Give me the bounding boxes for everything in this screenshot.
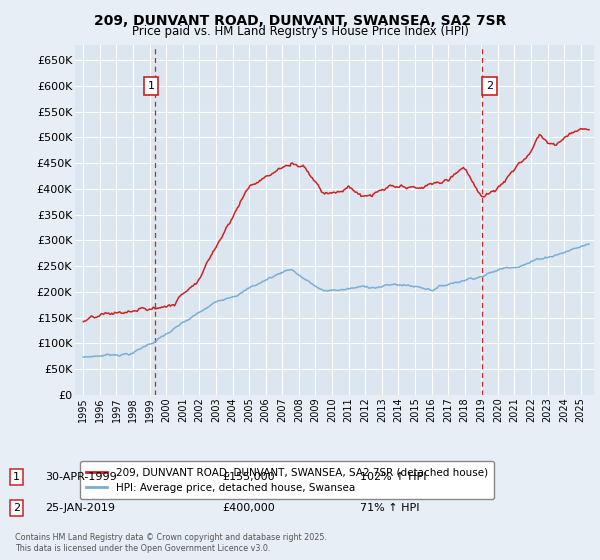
Text: 1: 1 (13, 472, 20, 482)
Text: 71% ↑ HPI: 71% ↑ HPI (360, 503, 419, 513)
Text: Price paid vs. HM Land Registry's House Price Index (HPI): Price paid vs. HM Land Registry's House … (131, 25, 469, 38)
Text: 2: 2 (486, 81, 493, 91)
Text: Contains HM Land Registry data © Crown copyright and database right 2025.
This d: Contains HM Land Registry data © Crown c… (15, 533, 327, 553)
Text: 209, DUNVANT ROAD, DUNVANT, SWANSEA, SA2 7SR: 209, DUNVANT ROAD, DUNVANT, SWANSEA, SA2… (94, 14, 506, 28)
Legend: 209, DUNVANT ROAD, DUNVANT, SWANSEA, SA2 7SR (detached house), HPI: Average pric: 209, DUNVANT ROAD, DUNVANT, SWANSEA, SA2… (80, 461, 494, 499)
Text: £400,000: £400,000 (222, 503, 275, 513)
Text: 30-APR-1999: 30-APR-1999 (45, 472, 117, 482)
Text: 25-JAN-2019: 25-JAN-2019 (45, 503, 115, 513)
Text: 1: 1 (148, 81, 155, 91)
Text: £155,000: £155,000 (222, 472, 275, 482)
Text: 102% ↑ HPI: 102% ↑ HPI (360, 472, 427, 482)
Text: 2: 2 (13, 503, 20, 513)
